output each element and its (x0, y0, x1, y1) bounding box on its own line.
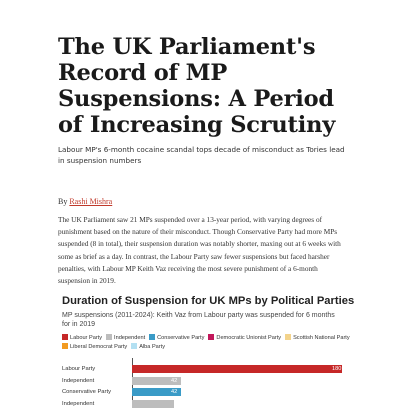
article-body: The UK Parliament saw 21 MPs suspended o… (58, 215, 341, 286)
legend-swatch (106, 334, 113, 340)
bar-row: Independent (62, 399, 342, 410)
bar-value-label: 180 (332, 366, 342, 372)
legend-swatch (208, 334, 215, 340)
legend-item[interactable]: Scottish National Party (285, 334, 350, 343)
bar[interactable] (132, 376, 181, 385)
legend-item[interactable]: Conservative Party (149, 334, 204, 343)
legend-item[interactable]: Liberal Democrat Party (62, 343, 127, 352)
legend-item[interactable]: Independent (106, 334, 145, 343)
legend-item[interactable]: Labour Party (62, 334, 102, 343)
bar-row: Labour Party 180 (62, 365, 342, 375)
bar[interactable] (132, 388, 181, 396)
legend-label: Alba Party (139, 344, 166, 350)
article-subtitle: Labour MP's 6-month cocaine scandal tops… (58, 145, 345, 165)
bar-category-label: Conservative Party (62, 389, 111, 395)
bar-category-label: Labour Party (62, 366, 96, 372)
legend-label: Liberal Democrat Party (70, 344, 128, 350)
legend-item[interactable]: Democratic Unionist Party (208, 334, 281, 343)
chart-title: Duration of Suspension for UK MPs by Pol… (62, 295, 355, 307)
legend-swatch (149, 334, 156, 340)
bar-value-label: 42 (171, 377, 178, 384)
author-link[interactable]: Rashi Mishra (69, 197, 113, 206)
legend-row: Labour Party Independent Conservative Part… (62, 334, 354, 343)
legend-swatch (62, 334, 68, 340)
legend-label: Independent (114, 335, 146, 341)
legend-label: Labour Party (70, 335, 103, 341)
legend-swatch (285, 334, 292, 340)
legend-label: Democratic Unionist Party (216, 335, 282, 341)
bar[interactable] (132, 365, 342, 373)
byline-prefix: By (58, 197, 68, 206)
legend-label: Conservative Party (157, 335, 205, 341)
bar-category-label: Independent (62, 377, 95, 384)
bar-value-label: 42 (171, 389, 178, 395)
bar-row: Conservative Party 42 (62, 388, 342, 398)
legend-item[interactable]: Alba Party (131, 343, 165, 352)
bar[interactable] (132, 399, 174, 408)
legend-swatch (62, 343, 68, 349)
bar-category-label: Independent (62, 400, 95, 407)
chart-subtitle: MP suspensions (2011-2024): Keith Vaz fr… (62, 312, 335, 328)
legend-label: Scottish National Party (293, 335, 350, 341)
bar-row: Independent 42 (62, 376, 342, 387)
legend-swatch (131, 343, 138, 349)
legend-row: Liberal Democrat Party Alba Party (62, 343, 169, 352)
article-headline: The UK Parliament's Record of MP Suspens… (58, 34, 336, 138)
byline: By Rashi Mishra (58, 197, 112, 206)
